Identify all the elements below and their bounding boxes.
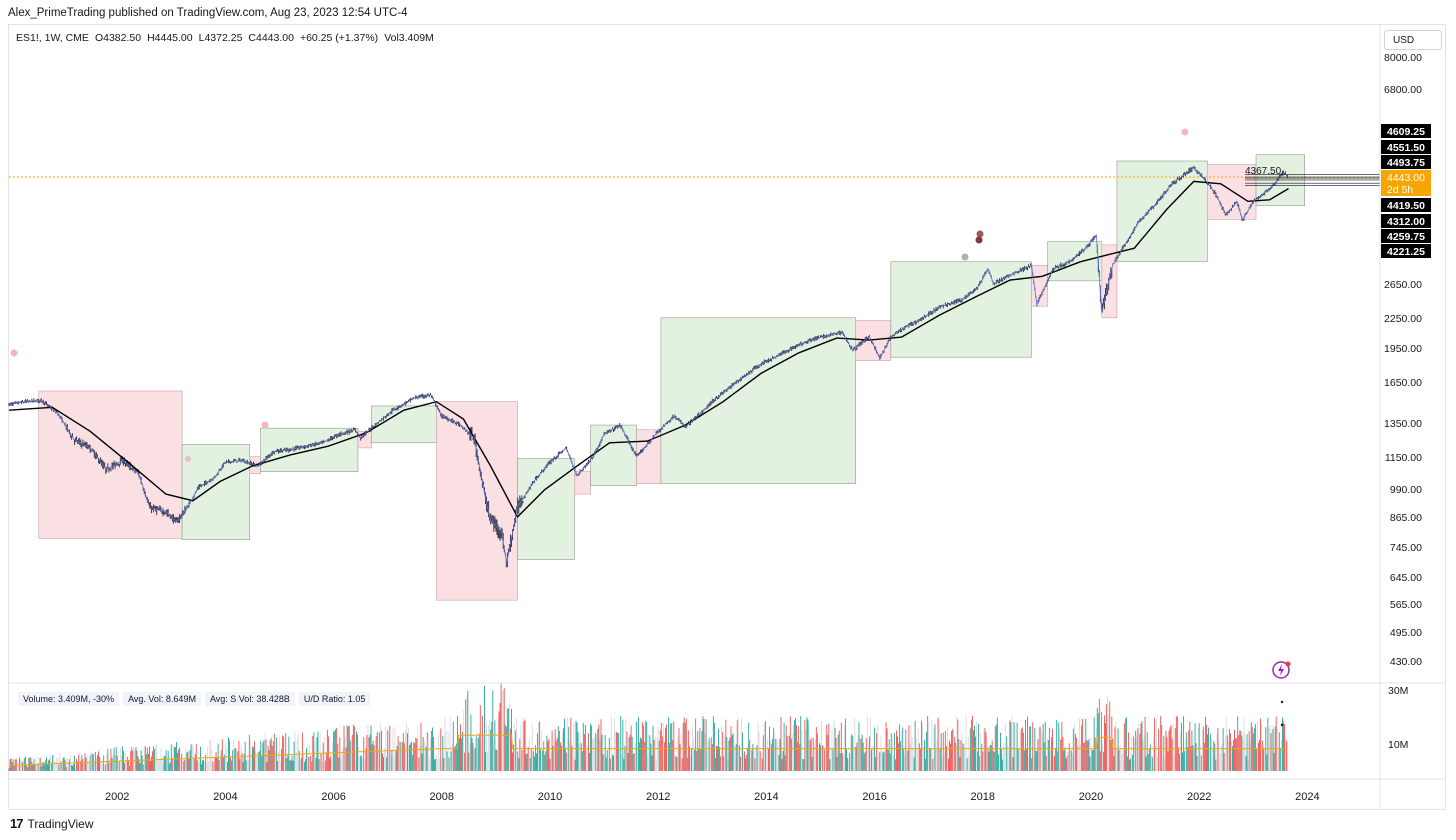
low-value: L4372.25 [198, 32, 243, 44]
volume-value: Vol3.409M [384, 32, 434, 44]
marker-dot [976, 230, 984, 238]
price-label: 4443.00 [1387, 172, 1425, 184]
price-label: 2d 5h [1387, 184, 1413, 196]
price-label-box [1381, 170, 1431, 184]
marker-dot [961, 253, 969, 261]
price-label: 4551.50 [1387, 142, 1425, 154]
volume-stat: Volume: 3.409M, -30% [18, 692, 120, 706]
tradingview-logo-icon: 17 [10, 816, 24, 831]
price-label-box [1381, 155, 1431, 169]
currency-button[interactable]: USD [1384, 30, 1442, 50]
bull-zone [371, 405, 437, 444]
y-tick-label: 565.00 [1390, 599, 1422, 611]
price-label-box [1381, 198, 1431, 212]
y-tick-label: 645.00 [1390, 572, 1422, 584]
y-tick-label: 745.00 [1390, 542, 1422, 554]
price-label-box [1381, 124, 1431, 138]
bear-zone [38, 390, 183, 539]
price-label-box [1381, 244, 1431, 258]
x-tick-label: 2010 [538, 791, 562, 803]
marker-dot [1181, 128, 1189, 136]
symbol-legend: ES1!, 1W, CME O4382.50 H4445.00 L4372.25… [16, 32, 440, 44]
price-label-box [1381, 182, 1431, 196]
y-tick-label: 2250.00 [1384, 313, 1422, 325]
price-label: 4493.75 [1387, 157, 1425, 169]
avg-s-vol-stat: Avg: S Vol: 38.428B [204, 692, 295, 706]
volume-axis-label: 30M [1388, 685, 1408, 697]
x-tick-label: 2024 [1295, 791, 1319, 803]
y-tick-label: 6800.00 [1384, 84, 1422, 96]
brand-name: TradingView [27, 816, 94, 831]
bull-zone [590, 424, 637, 486]
y-tick-label: 1950.00 [1384, 343, 1422, 355]
volume-legend: Volume: 3.409M, -30% Avg. Vol: 8.649M Av… [18, 692, 371, 706]
marker-dot [1280, 700, 1284, 704]
price-label-box [1381, 140, 1431, 154]
bull-zone [1047, 241, 1103, 282]
open-value: O4382.50 [94, 32, 142, 44]
price-label-box [1381, 229, 1431, 243]
y-tick-label: 2650.00 [1384, 279, 1422, 291]
y-tick-label: 1150.00 [1385, 452, 1422, 464]
y-tick-label: 495.00 [1390, 627, 1422, 639]
bull-zone [660, 317, 856, 484]
bear-zone [436, 401, 518, 601]
volume-axis-label: 10M [1388, 739, 1408, 751]
y-tick-label: 990.00 [1390, 484, 1422, 496]
lightning-icon[interactable] [1272, 661, 1291, 679]
marker-dot [10, 349, 18, 357]
bear-zone [855, 320, 892, 361]
bull-zone [890, 261, 1032, 358]
chart-frame [8, 24, 1446, 810]
x-tick-label: 2008 [430, 791, 454, 803]
marker-dot [975, 236, 983, 244]
x-tick-label: 2018 [971, 791, 995, 803]
price-label-box [1381, 214, 1431, 228]
fast-average-line [8, 167, 1286, 563]
y-tick-label: 1650.00 [1384, 377, 1422, 389]
y-tick-label: 1350.00 [1384, 418, 1422, 430]
y-tick-label: 430.00 [1390, 656, 1422, 668]
x-tick-label: 2006 [321, 791, 345, 803]
tradingview-footer[interactable]: 17 TradingView [10, 816, 94, 831]
volume-average-line [9, 734, 1288, 766]
marker-dot [185, 456, 191, 462]
annotation-label: 4367.50 [1245, 166, 1282, 177]
symbol-name[interactable]: ES1!, 1W, CME [16, 32, 89, 44]
price-label: 4419.50 [1387, 200, 1425, 212]
publisher-line: Alex_PrimeTrading published on TradingVi… [8, 7, 408, 19]
x-tick-label: 2014 [754, 791, 778, 803]
price-label: 4609.25 [1387, 126, 1425, 138]
x-tick-label: 2022 [1187, 791, 1211, 803]
ud-ratio-stat: U/D Ratio: 1.05 [298, 692, 371, 706]
avg-vol-stat: Avg. Vol: 8.649M [123, 692, 201, 706]
marker-dot [1280, 723, 1284, 727]
price-label: 4259.75 [1387, 231, 1425, 243]
close-value: C4443.00 [248, 32, 294, 44]
bull-zone [1116, 160, 1208, 263]
price-label: 4221.25 [1387, 246, 1425, 258]
price-label: 4312.00 [1387, 216, 1425, 228]
y-tick-label: 865.00 [1390, 512, 1422, 524]
x-tick-label: 2002 [105, 791, 129, 803]
x-tick-label: 2016 [862, 791, 886, 803]
x-tick-label: 2020 [1079, 791, 1103, 803]
y-tick-label: 8000.00 [1384, 52, 1422, 64]
high-value: H4445.00 [147, 32, 193, 44]
x-tick-label: 2012 [646, 791, 670, 803]
marker-dot [261, 421, 269, 429]
bear-zone [636, 429, 662, 484]
x-tick-label: 2004 [213, 791, 237, 803]
change-value: +60.25 (+1.37%) [299, 32, 379, 44]
